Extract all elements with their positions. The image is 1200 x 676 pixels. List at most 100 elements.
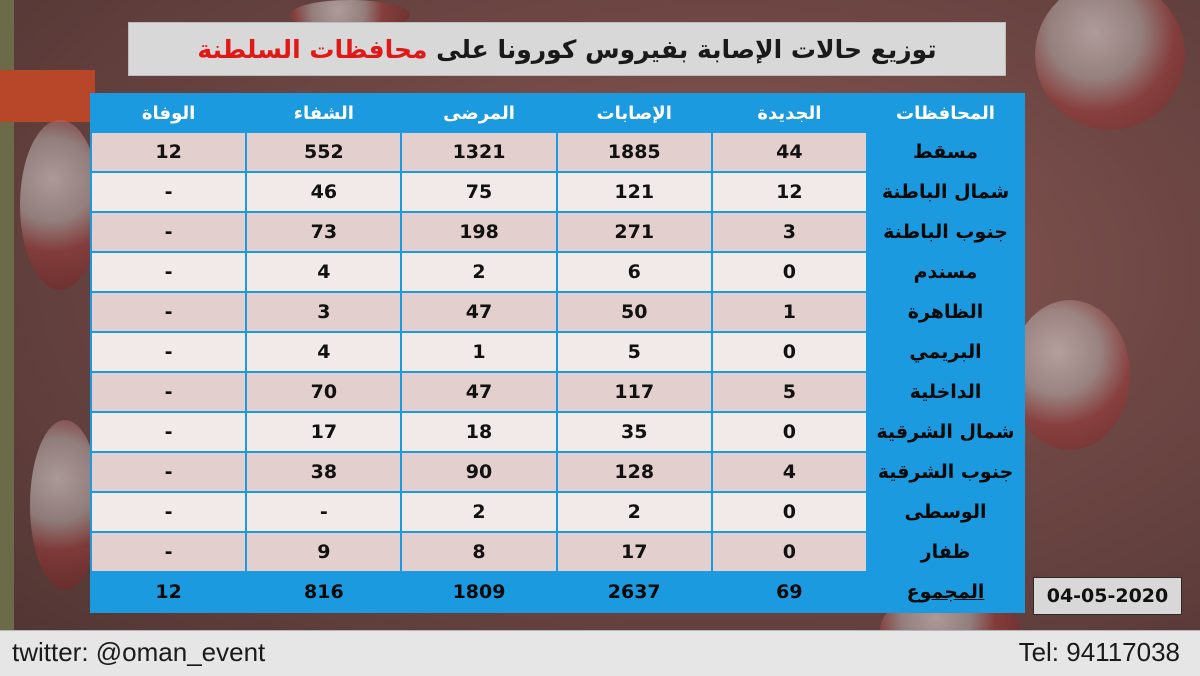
cell-governorate: الظاهرة <box>866 291 1025 333</box>
total-cell-new: 69 <box>710 571 869 613</box>
cell-infections: 1885 <box>555 131 713 173</box>
governorate-cases-table: المحافظات الجديدة الإصابات المرضى الشفاء… <box>89 93 1025 613</box>
cell-new: 3 <box>710 211 869 253</box>
cell-deaths: - <box>89 211 248 253</box>
cell-infections: 35 <box>555 411 713 453</box>
cell-new: 0 <box>710 531 869 573</box>
virus-illustration <box>1035 0 1185 130</box>
cell-deaths: - <box>89 531 248 573</box>
page-title: توزيع حالات الإصابة بفيروس كورونا على مح… <box>128 22 1006 76</box>
cell-deaths: - <box>89 451 248 493</box>
report-date: 04-05-2020 <box>1033 577 1182 615</box>
cell-recovered: 70 <box>245 371 403 413</box>
total-cell-recovered: 816 <box>245 571 403 613</box>
cell-new: 0 <box>710 491 869 533</box>
cell-governorate: جنوب الباطنة <box>866 211 1025 253</box>
virus-illustration <box>30 420 100 590</box>
cell-patients: 18 <box>400 411 558 453</box>
header-infections: الإصابات <box>555 93 713 133</box>
cell-recovered: - <box>245 491 403 533</box>
title-main-text: توزيع حالات الإصابة بفيروس كورونا على <box>436 34 937 64</box>
left-accent-bar <box>0 70 95 122</box>
total-cell-patients: 1809 <box>400 571 558 613</box>
cell-new: 0 <box>710 251 869 293</box>
table-row: جنوب الشرقية 4 128 90 38- <box>89 451 1025 493</box>
cell-governorate: مسندم <box>866 251 1025 293</box>
cell-patients: 1 <box>400 331 558 373</box>
cell-governorate: الوسطى <box>866 491 1025 533</box>
cell-recovered: 3 <box>245 291 403 333</box>
table-row: مسندم 0 6 2 4- <box>89 251 1025 293</box>
cell-new: 1 <box>710 291 869 333</box>
cell-governorate: الداخلية <box>866 371 1025 413</box>
cell-patients: 75 <box>400 171 558 213</box>
table-row: مسقط 44 1885 1321 552 12 <box>89 131 1025 173</box>
table-row: ظفار 0 17 8 9- <box>89 531 1025 573</box>
cell-recovered: 46 <box>245 171 403 213</box>
header-new: الجديدة <box>710 93 869 133</box>
header-deaths: الوفاة <box>89 93 248 133</box>
cell-deaths: - <box>89 251 248 293</box>
cell-recovered: 552 <box>245 131 403 173</box>
table-row: البريمي 0 5 1 4- <box>89 331 1025 373</box>
cell-patients: 47 <box>400 291 558 333</box>
table-header-row: المحافظات الجديدة الإصابات المرضى الشفاء… <box>89 93 1025 133</box>
cell-deaths: - <box>89 371 248 413</box>
cell-infections: 117 <box>555 371 713 413</box>
header-patients: المرضى <box>400 93 558 133</box>
table-row: جنوب الباطنة 3 271 198 73- <box>89 211 1025 253</box>
cell-infections: 50 <box>555 291 713 333</box>
cell-infections: 6 <box>555 251 713 293</box>
cell-governorate: شمال الشرقية <box>866 411 1025 453</box>
cell-governorate: مسقط <box>866 131 1025 173</box>
total-cell-infections: 2637 <box>555 571 713 613</box>
cell-new: 5 <box>710 371 869 413</box>
cell-deaths: - <box>89 171 248 213</box>
cell-deaths: - <box>89 491 248 533</box>
cell-new: 44 <box>710 131 869 173</box>
telephone-number: Tel: 94117038 <box>1018 637 1180 667</box>
cell-recovered: 17 <box>245 411 403 453</box>
table-total-row: المجموع 69 2637 1809 816 12 <box>89 571 1025 613</box>
title-highlight-text: محافظات السلطنة <box>197 34 428 64</box>
cell-infections: 5 <box>555 331 713 373</box>
cell-deaths: 12 <box>89 131 248 173</box>
cell-new: 4 <box>710 451 869 493</box>
virus-illustration <box>1010 300 1130 450</box>
left-decor-strip <box>0 0 14 630</box>
cell-recovered: 4 <box>245 331 403 373</box>
cell-patients: 2 <box>400 251 558 293</box>
cell-deaths: - <box>89 411 248 453</box>
total-cell-deaths: 12 <box>89 571 248 613</box>
cell-patients: 8 <box>400 531 558 573</box>
virus-illustration <box>20 120 100 290</box>
total-label-cell: المجموع <box>866 571 1025 613</box>
cell-infections: 17 <box>555 531 713 573</box>
footer-bar: twitter: @oman_event Tel: 94117038 <box>0 630 1200 676</box>
cell-recovered: 73 <box>245 211 403 253</box>
cell-infections: 2 <box>555 491 713 533</box>
table-row: شمال الباطنة 12 121 75 46- <box>89 171 1025 213</box>
cell-governorate: جنوب الشرقية <box>866 451 1025 493</box>
cell-recovered: 38 <box>245 451 403 493</box>
cell-deaths: - <box>89 291 248 333</box>
table-row: الظاهرة 1 50 47 3- <box>89 291 1025 333</box>
table-row: الداخلية 5 117 47 70- <box>89 371 1025 413</box>
cell-new: 0 <box>710 411 869 453</box>
total-label: المجموع <box>906 581 985 603</box>
cell-patients: 2 <box>400 491 558 533</box>
cell-infections: 121 <box>555 171 713 213</box>
cell-deaths: - <box>89 331 248 373</box>
cell-infections: 271 <box>555 211 713 253</box>
twitter-handle: twitter: @oman_event <box>12 637 266 667</box>
cell-new: 0 <box>710 331 869 373</box>
cell-patients: 90 <box>400 451 558 493</box>
header-governorate: المحافظات <box>866 93 1025 133</box>
cell-governorate: شمال الباطنة <box>866 171 1025 213</box>
table-row: الوسطى 0 2 2- - <box>89 491 1025 533</box>
cell-patients: 198 <box>400 211 558 253</box>
cell-governorate: ظفار <box>866 531 1025 573</box>
cell-recovered: 4 <box>245 251 403 293</box>
cell-recovered: 9 <box>245 531 403 573</box>
cell-patients: 47 <box>400 371 558 413</box>
